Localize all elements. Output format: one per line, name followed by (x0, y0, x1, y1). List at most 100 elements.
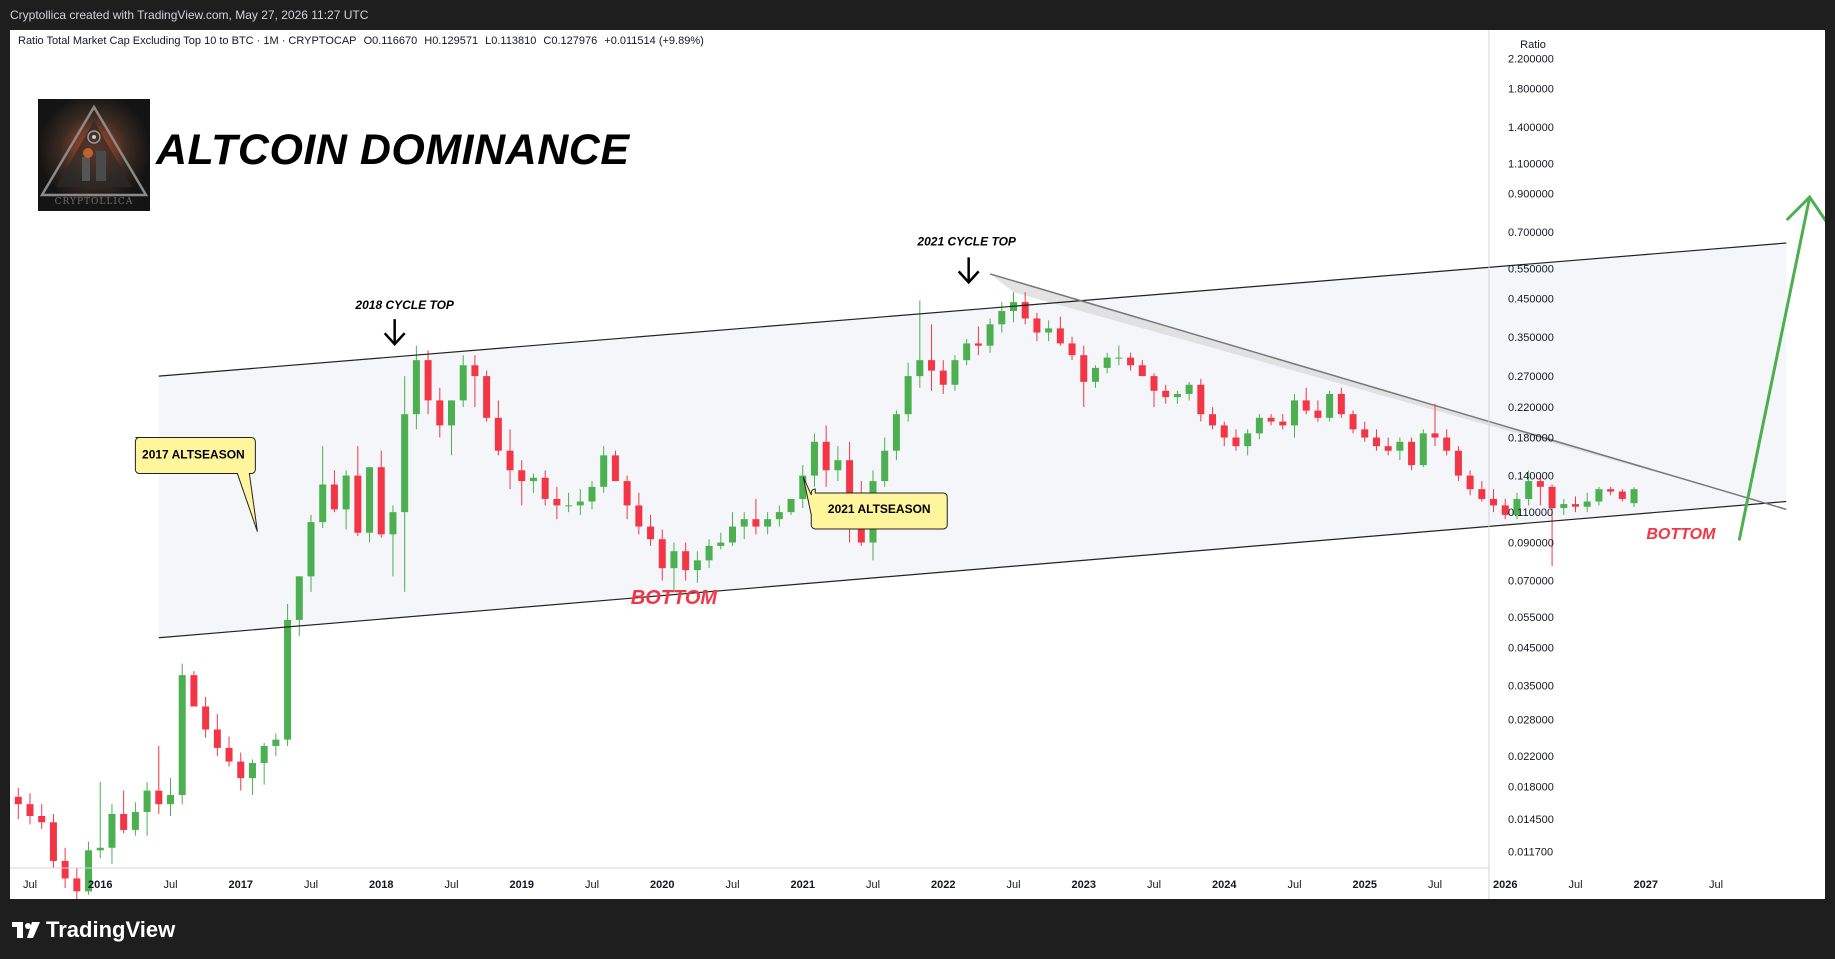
y-tick-label: 0.350000 (1508, 332, 1554, 344)
candle-body (494, 417, 502, 451)
y-tick-label: 0.022000 (1508, 751, 1554, 763)
candle (717, 532, 725, 550)
price-chart[interactable]: 2018 CYCLE TOP 2021 CYCLE TOP 2017 ALTSEAS… (10, 30, 1825, 899)
channel-fill (158, 243, 1787, 638)
y-tick-label: 0.270000 (1508, 371, 1554, 383)
callout-bubble (802, 476, 948, 530)
candle-body (1127, 357, 1135, 366)
x-tick-label: 2021 (791, 879, 815, 891)
candle (49, 813, 57, 868)
candle (471, 355, 479, 408)
candle (120, 790, 128, 834)
candle-body (1255, 417, 1263, 434)
candle (1021, 292, 1029, 325)
candle-body (483, 376, 491, 418)
candle-body (1443, 437, 1451, 451)
candle (1548, 484, 1556, 567)
y-tick-label: 1.400000 (1508, 122, 1554, 134)
candle-body (928, 360, 936, 371)
arrow-down-icon (957, 257, 980, 285)
candle-body (752, 519, 760, 527)
candle-body (986, 324, 994, 346)
candle-body (740, 519, 748, 527)
candle (881, 437, 889, 487)
candle-body (1466, 475, 1474, 490)
candle (213, 714, 221, 756)
candle (1595, 486, 1603, 506)
candle-body (717, 542, 725, 546)
candle (96, 782, 104, 859)
candle (14, 788, 22, 820)
candle (483, 370, 491, 422)
channel-upper-line (158, 242, 1787, 377)
candle-body (506, 450, 514, 471)
wedge-resistance-line (989, 273, 1787, 511)
candle-body (1408, 441, 1416, 466)
label-2021-cycle-top: 2021 CYCLE TOP (916, 234, 1016, 248)
candle-body (1173, 393, 1181, 398)
candle-body (1501, 505, 1509, 515)
candle (448, 400, 455, 456)
candle (108, 804, 116, 864)
candle-body (881, 450, 889, 482)
candle-body (225, 747, 233, 762)
candle-body (974, 343, 982, 346)
x-tick-label: 2026 (1493, 879, 1517, 891)
candle (319, 446, 327, 529)
candle-body (1021, 302, 1029, 319)
tradingview-logo[interactable]: TradingView (12, 917, 175, 943)
candle (1056, 316, 1064, 346)
y-tick-label: 0.450000 (1508, 294, 1554, 306)
candle-body (764, 519, 772, 527)
candle (576, 489, 584, 515)
candle (764, 512, 772, 535)
candle-body (1232, 437, 1240, 447)
candle (1536, 475, 1544, 506)
candle (740, 512, 748, 540)
candle-body (1150, 376, 1158, 391)
y-tick-label: 2.200000 (1508, 53, 1554, 65)
candle (1091, 365, 1099, 388)
candle (834, 446, 842, 482)
candle (928, 324, 936, 391)
y-tick-label: 0.055000 (1508, 612, 1554, 624)
candle (178, 663, 186, 805)
x-tick-label: Jul (163, 879, 177, 891)
legend-change: +0.011514 (+9.89%) (604, 35, 704, 47)
candle-body (389, 512, 397, 535)
candle (225, 736, 233, 767)
candle (693, 551, 701, 583)
x-tick-label: Jul (866, 879, 880, 891)
candle-body (272, 739, 280, 746)
candle-body (295, 576, 303, 620)
callout-label: 2017 ALTSEASON (142, 448, 245, 462)
candle-body (904, 376, 912, 415)
candle-body (424, 360, 432, 401)
candle-body (26, 804, 34, 817)
candle (1513, 492, 1521, 520)
candle (389, 505, 397, 577)
y-tick-label: 0.090000 (1508, 538, 1554, 550)
candle (307, 514, 315, 592)
candle (248, 759, 256, 796)
candle (401, 376, 409, 592)
y-tick-label: 0.070000 (1508, 576, 1554, 588)
candle-body (1583, 501, 1591, 507)
candle (1279, 414, 1287, 430)
y-tick-label: 0.011700 (1508, 847, 1553, 859)
candle-body (1103, 357, 1111, 368)
candle-body (377, 467, 385, 535)
chart-panel[interactable]: 2018 CYCLE TOP 2021 CYCLE TOP 2017 ALTSEAS… (10, 30, 1825, 899)
label-bottom-2020: BOTTOM (631, 587, 719, 609)
candle-body (1607, 489, 1615, 492)
candle (1372, 429, 1380, 451)
candle (1361, 421, 1369, 442)
candle (974, 326, 982, 356)
callout-2017-altseason: 2017 ALTSEASON (134, 437, 258, 532)
candle (752, 498, 760, 535)
candle-body (623, 481, 631, 506)
candle (1560, 498, 1568, 515)
candle-body (1279, 421, 1287, 426)
candle-body (1431, 433, 1439, 438)
candle (1419, 429, 1427, 468)
